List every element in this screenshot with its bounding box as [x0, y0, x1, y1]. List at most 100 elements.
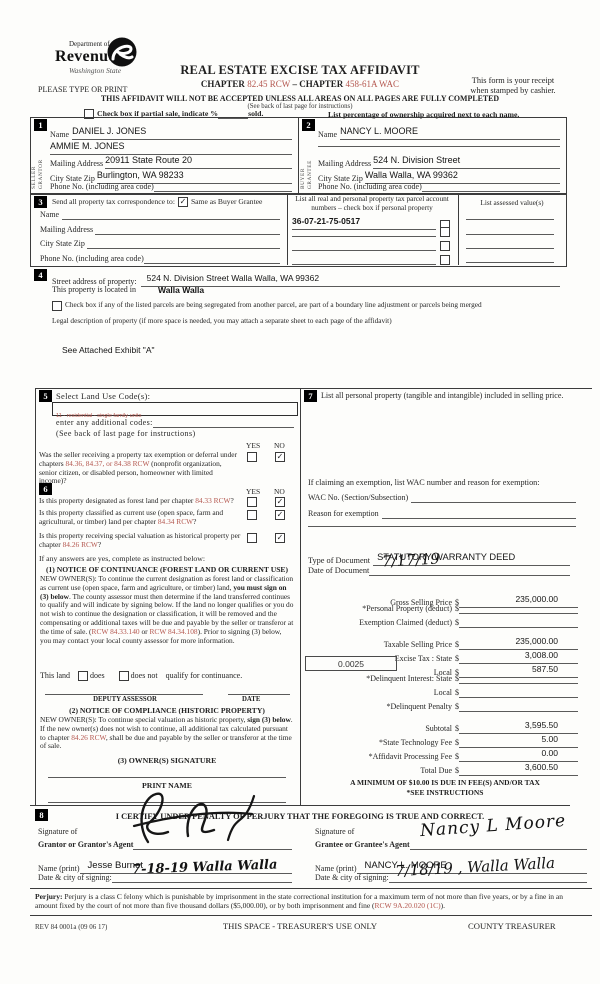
subtotal-field[interactable]: 3,595.50: [459, 715, 578, 734]
excise-local-field[interactable]: 587.50: [459, 659, 578, 678]
taxable-price-field[interactable]: 235,000.00: [459, 631, 578, 650]
parcel-divider-left: [287, 193, 288, 265]
seller-name2-field[interactable]: AMMIE M. JONES: [50, 136, 292, 155]
current-use-yes-checkbox[interactable]: [247, 510, 257, 520]
grantee-date-field[interactable]: [388, 872, 587, 883]
personal-deduct-field[interactable]: [459, 603, 578, 614]
delinq-penalty-field[interactable]: [459, 701, 578, 712]
question-current-use: Is this property classified as current u…: [39, 508, 224, 526]
parties-divider: [298, 117, 299, 193]
parcel-personal-checkbox-2[interactable]: [440, 227, 450, 237]
exemption-reason-field[interactable]: [381, 508, 576, 519]
forest-yes-checkbox[interactable]: [247, 497, 257, 507]
street-address-field[interactable]: 524 N. Division Street Walla Walla, WA 9…: [140, 268, 560, 287]
parcel-personal-checkbox-4[interactable]: [440, 255, 450, 265]
question-historic: Is this property receiving special valua…: [39, 531, 241, 549]
corr-name-field[interactable]: [62, 209, 280, 220]
grantee-signature-field[interactable]: [409, 839, 587, 850]
corr-mailing-field[interactable]: [95, 224, 280, 235]
excise-state-field[interactable]: 3,008.00: [459, 645, 578, 664]
partial-sale-checkbox[interactable]: [84, 109, 94, 119]
buyer-mailing-field[interactable]: 524 N. Division Street: [373, 150, 560, 169]
segregated-checkbox[interactable]: [52, 301, 62, 311]
certify-statement: I CERTIFY UNDER PENALTY OF PERJURY THAT …: [115, 812, 485, 821]
exemption-yes-checkbox[interactable]: [247, 452, 257, 462]
buyer-city-field[interactable]: Walla Walla, WA 99362: [364, 165, 560, 184]
parcel-field-4[interactable]: [292, 254, 436, 265]
notice-1-title: (1) NOTICE OF CONTINUANCE (FOREST LAND O…: [45, 565, 289, 574]
segregated-label: Check box if any of the listed parcels a…: [65, 300, 482, 309]
exhibit-note: See Attached Exhibit "A": [62, 345, 155, 355]
corr-name-row: Name: [40, 209, 280, 220]
parcel-personal-checkbox-3[interactable]: [440, 241, 450, 251]
fee-row-gross: Gross Selling Price $235,000.00: [308, 589, 578, 608]
grantor-signature-field[interactable]: [133, 839, 292, 850]
additional-codes-field[interactable]: [152, 417, 294, 428]
corr-mailing-row: Mailing Address: [40, 224, 280, 235]
seller-phone-field[interactable]: [153, 181, 292, 192]
yes-header-1: YES: [246, 441, 261, 450]
please-type-label: PLEASE TYPE OR PRINT: [38, 85, 128, 94]
assessed-field-1[interactable]: [466, 211, 554, 220]
reason-row: Reason for exemption: [308, 508, 576, 519]
historic-yes-checkbox[interactable]: [247, 533, 257, 543]
deputy-date-line[interactable]: [228, 686, 290, 695]
exemption-deduct-field[interactable]: [459, 617, 578, 628]
buyer-name2-field[interactable]: [318, 136, 560, 147]
not-accepted-notice: THIS AFFIDAVIT WILL NOT BE ACCEPTED UNLE…: [100, 94, 500, 103]
land-does-not-checkbox[interactable]: [118, 671, 129, 681]
parcel-field-1[interactable]: 36-07-21-75-0517: [292, 211, 436, 230]
buyer-phone-field[interactable]: [421, 181, 560, 192]
document-type-field[interactable]: STATUTORY WARRANTY DEED: [373, 547, 570, 566]
delinq-interest-local-field[interactable]: [459, 687, 578, 698]
seller-name-row: Name DANIEL J. JONES: [50, 121, 292, 140]
receipt-note: This form is your receipt when stamped by…: [470, 76, 556, 95]
document-date-field[interactable]: [369, 565, 570, 576]
ownership-note: List percentage of ownership acquired ne…: [328, 110, 520, 119]
land-does-checkbox[interactable]: [78, 671, 88, 681]
fee-row-total: Total Due $3,600.50: [308, 757, 578, 776]
question-seller-exemption: Was the seller receiving a property tax …: [39, 450, 238, 486]
no-header-2: NO: [274, 487, 285, 496]
seller-city-field[interactable]: Burlington, WA 98233: [96, 165, 292, 184]
owner-signature-line[interactable]: [48, 769, 286, 778]
correspondence-row: Send all property tax correspondence to:…: [52, 197, 263, 207]
grantee-print-name-field[interactable]: NANCY L. MOORE: [356, 855, 587, 874]
corr-phone-field[interactable]: [143, 253, 280, 264]
grantor-print-name-field[interactable]: Jesse Burnet: [79, 855, 292, 874]
exemption-reason-field-2[interactable]: [308, 518, 576, 527]
seller-mailing-field[interactable]: 20911 State Route 20: [105, 150, 292, 169]
yes-header-2: YES: [246, 487, 261, 496]
assessed-field-3[interactable]: [466, 240, 554, 249]
land-use-code-dropdown[interactable]: 11 - residential - single family units: [52, 402, 298, 419]
see-back-note: (See back of last page for instructions): [247, 103, 353, 110]
gross-price-field[interactable]: 235,000.00: [459, 589, 578, 608]
grantee-signature-row: Grantee or Grantee's Agent: [315, 839, 587, 850]
buyer-name-row: Name NANCY L. MOORE: [318, 121, 560, 140]
assessed-field-4[interactable]: [466, 254, 554, 263]
exemption-no-checkbox[interactable]: ✓: [275, 452, 285, 462]
forest-no-checkbox[interactable]: ✓: [275, 497, 285, 507]
historic-no-checkbox[interactable]: ✓: [275, 533, 285, 543]
deputy-assessor-signature-line[interactable]: [45, 686, 203, 695]
grantor-date-field[interactable]: [111, 872, 292, 883]
assessed-field-2[interactable]: [466, 226, 554, 235]
owner-print-name-line[interactable]: [48, 794, 286, 803]
fee-row-personal: *Personal Property (deduct) $: [308, 603, 578, 614]
processing-fee-field[interactable]: 0.00: [459, 743, 578, 762]
legal-description-label: Legal description of property (if more s…: [52, 316, 392, 325]
parcel-field-2[interactable]: [292, 226, 436, 237]
current-use-no-checkbox[interactable]: ✓: [275, 510, 285, 520]
parcel-field-3[interactable]: [292, 240, 436, 251]
delinq-interest-state-field[interactable]: [459, 673, 578, 684]
located-row: This property is located in Walla Walla: [52, 285, 205, 295]
buyer-name-field[interactable]: NANCY L. MOORE: [340, 121, 560, 140]
tech-fee-field[interactable]: 5.00: [459, 729, 578, 748]
same-as-buyer-checkbox[interactable]: ✓: [177, 197, 188, 207]
seller-name-field[interactable]: DANIEL J. JONES: [72, 121, 292, 140]
total-due-field[interactable]: 3,600.50: [459, 757, 578, 776]
corr-city-field[interactable]: [86, 238, 280, 249]
wac-number-field[interactable]: [411, 492, 576, 503]
seller-name2-row: AMMIE M. JONES: [50, 136, 292, 155]
grantor-signature-of-label: Signature of: [38, 827, 78, 836]
